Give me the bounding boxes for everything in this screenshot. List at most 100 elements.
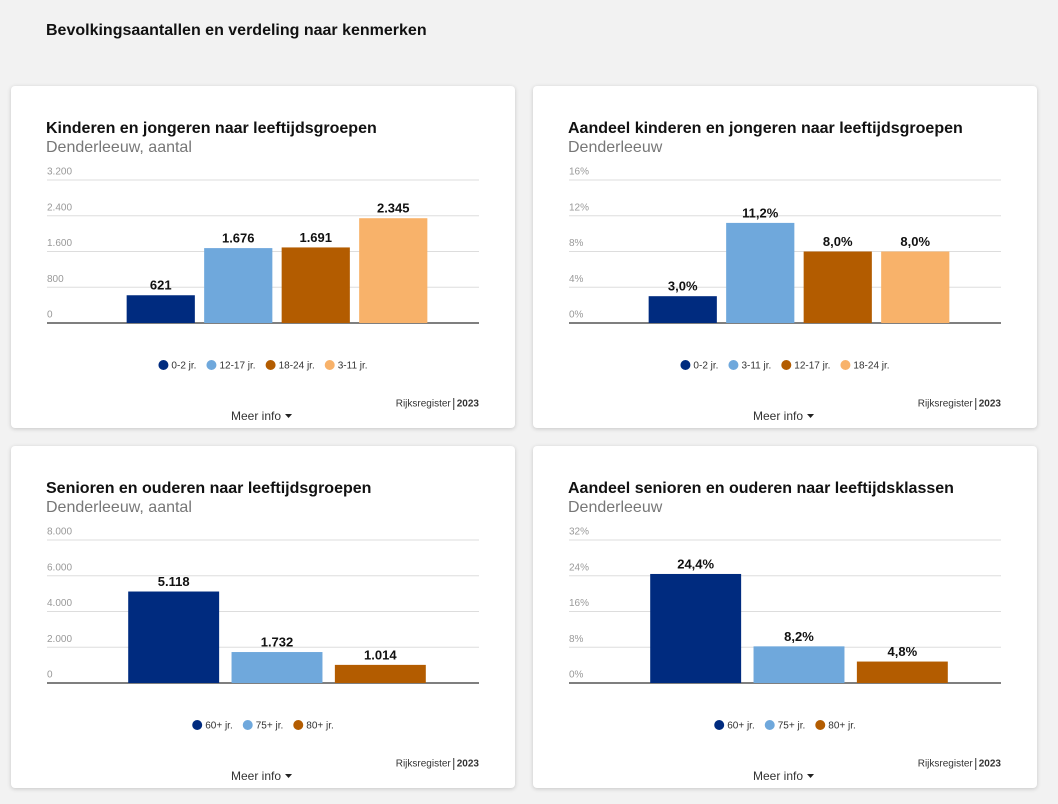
legend-label: 3-11 jr. bbox=[741, 361, 771, 372]
chart: Aandeel senioren en ouderen naar leeftij… bbox=[568, 480, 1002, 783]
legend-marker bbox=[265, 360, 276, 370]
data-label: 4,8% bbox=[888, 644, 918, 659]
chart-card: Aandeel kinderen en jongeren naar leefti… bbox=[533, 86, 1037, 428]
legend: 60+ jr. 75+ jr. 80+ jr. bbox=[192, 720, 334, 732]
more-info[interactable]: Meer info bbox=[753, 769, 803, 783]
legend-label: 12-17 jr. bbox=[794, 361, 830, 372]
source-year: 2023 bbox=[457, 399, 480, 410]
y-tick-label: 2.400 bbox=[47, 202, 72, 213]
y-tick-label: 32% bbox=[569, 527, 589, 538]
chart-card: Kinderen en jongeren naar leeftijdsgroep… bbox=[11, 86, 515, 428]
data-label: 8,0% bbox=[823, 234, 853, 249]
legend-label: 80+ jr. bbox=[828, 721, 856, 732]
bar bbox=[204, 248, 273, 323]
legend-marker bbox=[728, 360, 739, 370]
bar bbox=[753, 646, 845, 683]
y-tick-label: 12% bbox=[569, 202, 589, 213]
source-name: Rijksregister bbox=[396, 399, 452, 410]
y-tick-label: 8% bbox=[569, 238, 584, 249]
legend-label: 12-17 jr. bbox=[219, 361, 255, 372]
data-label: 2.345 bbox=[377, 201, 410, 216]
chart-title: Kinderen en jongeren naar leeftijdsgroep… bbox=[46, 120, 377, 137]
legend-label: 60+ jr. bbox=[727, 721, 755, 732]
legend: 60+ jr. 75+ jr. 80+ jr. bbox=[714, 720, 856, 732]
y-tick-label: 3.200 bbox=[47, 167, 72, 178]
more-info[interactable]: Meer info bbox=[753, 409, 803, 423]
data-label: 1.676 bbox=[222, 231, 255, 246]
chart-card: Aandeel senioren en ouderen naar leeftij… bbox=[533, 446, 1037, 788]
data-label: 1.732 bbox=[261, 634, 294, 649]
legend-marker bbox=[840, 360, 851, 370]
data-label: 1.691 bbox=[299, 230, 332, 245]
y-tick-label: 0 bbox=[47, 670, 53, 681]
chart-title: Aandeel senioren en ouderen naar leeftij… bbox=[568, 480, 954, 497]
legend-label: 18-24 jr. bbox=[853, 361, 889, 372]
data-label: 3,0% bbox=[668, 279, 698, 294]
bar bbox=[803, 251, 872, 323]
bar bbox=[231, 652, 323, 683]
bar bbox=[281, 247, 350, 323]
legend-marker bbox=[815, 720, 826, 730]
legend-marker bbox=[324, 360, 335, 370]
chart-subtitle: Denderleeuw, aantal bbox=[46, 139, 192, 156]
chart: Senioren en ouderen naar leeftijdsgroepe… bbox=[46, 480, 480, 783]
source-year: 2023 bbox=[979, 399, 1002, 410]
more-info[interactable]: Meer info bbox=[231, 769, 281, 783]
bar bbox=[648, 296, 717, 323]
more-info-caret bbox=[285, 414, 293, 418]
y-tick-label: 16% bbox=[569, 598, 589, 609]
bar bbox=[334, 664, 426, 683]
source-name: Rijksregister bbox=[396, 759, 452, 770]
chart-subtitle: Denderleeuw, aantal bbox=[46, 499, 192, 516]
legend-marker bbox=[764, 720, 775, 730]
legend: 0-2 jr. 12-17 jr. 18-24 jr. 3-11 jr. bbox=[158, 360, 368, 372]
chart: Aandeel kinderen en jongeren naar leefti… bbox=[568, 120, 1002, 423]
legend-marker bbox=[714, 720, 725, 730]
bar bbox=[856, 661, 948, 683]
legend-marker bbox=[781, 360, 792, 370]
more-info[interactable]: Meer info bbox=[231, 409, 281, 423]
y-tick-label: 800 bbox=[47, 274, 64, 285]
chart-subtitle: Denderleeuw bbox=[568, 139, 663, 156]
more-info-caret bbox=[807, 774, 815, 778]
bar bbox=[650, 573, 742, 683]
bar bbox=[128, 591, 220, 683]
source-name: Rijksregister bbox=[918, 759, 974, 770]
source-year: 2023 bbox=[979, 759, 1002, 770]
chart-title: Senioren en ouderen naar leeftijdsgroepe… bbox=[46, 480, 371, 497]
legend-label: 75+ jr. bbox=[778, 721, 806, 732]
data-label: 621 bbox=[150, 278, 172, 293]
legend-marker bbox=[158, 360, 169, 370]
y-tick-label: 8.000 bbox=[47, 527, 72, 538]
y-tick-label: 6.000 bbox=[47, 562, 72, 573]
legend-label: 3-11 jr. bbox=[338, 361, 368, 372]
y-tick-label: 16% bbox=[569, 167, 589, 178]
legend-label: 0-2 jr. bbox=[693, 361, 718, 372]
y-tick-label: 2.000 bbox=[47, 634, 72, 645]
data-label: 5.118 bbox=[158, 574, 190, 589]
data-label: 8,2% bbox=[784, 629, 814, 644]
y-tick-label: 24% bbox=[569, 562, 589, 573]
source-year: 2023 bbox=[457, 759, 480, 770]
legend-marker bbox=[242, 720, 253, 730]
legend-label: 80+ jr. bbox=[306, 721, 334, 732]
y-tick-label: 0% bbox=[569, 310, 584, 321]
more-info-caret bbox=[807, 414, 815, 418]
page-title: Bevolkingsaantallen en verdeling naar ke… bbox=[46, 22, 427, 39]
y-tick-label: 0 bbox=[47, 310, 53, 321]
data-label: 1.014 bbox=[364, 647, 397, 662]
chart: Kinderen en jongeren naar leeftijdsgroep… bbox=[46, 120, 480, 423]
legend-label: 0-2 jr. bbox=[171, 361, 196, 372]
data-label: 24,4% bbox=[677, 556, 714, 571]
legend-marker bbox=[206, 360, 217, 370]
chart-subtitle: Denderleeuw bbox=[568, 499, 663, 516]
bar bbox=[359, 218, 428, 323]
legend: 0-2 jr. 3-11 jr. 12-17 jr. 18-24 jr. bbox=[680, 360, 890, 372]
data-label: 11,2% bbox=[742, 205, 779, 220]
y-tick-label: 0% bbox=[569, 670, 584, 681]
legend-marker bbox=[192, 720, 203, 730]
y-tick-label: 1.600 bbox=[47, 238, 72, 249]
chart-title: Aandeel kinderen en jongeren naar leefti… bbox=[568, 120, 963, 137]
data-label: 8,0% bbox=[900, 234, 930, 249]
